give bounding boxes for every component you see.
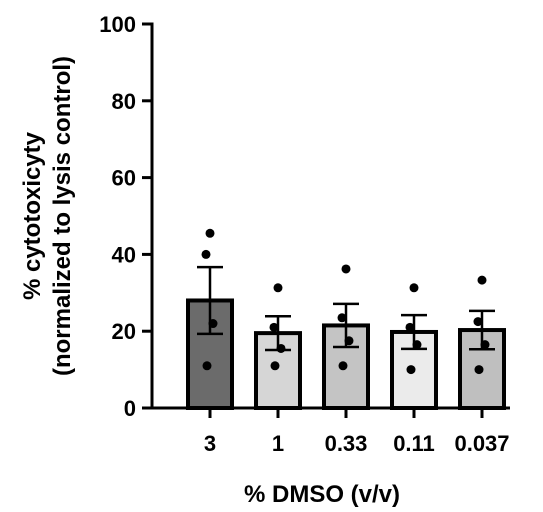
y-axis-title-line1: % cytotoxicyty — [19, 131, 46, 300]
data-point — [337, 313, 347, 323]
data-point — [477, 275, 487, 285]
data-point — [409, 283, 419, 293]
data-point — [270, 361, 280, 371]
data-point — [405, 322, 415, 332]
data-point — [341, 264, 351, 274]
x-axis-title: % DMSO (v/v) — [244, 481, 400, 508]
y-tick-label: 0 — [124, 396, 136, 421]
data-point — [205, 228, 215, 238]
data-point — [208, 319, 218, 329]
y-tick-label: 100 — [99, 12, 136, 37]
x-axis-ticks: 3 1 0.33 0.11 0.037 — [204, 408, 510, 456]
data-point — [269, 322, 279, 332]
y-tick-label: 60 — [112, 166, 136, 191]
y-tick-label: 80 — [112, 89, 136, 114]
x-tick-label: 0.33 — [325, 431, 368, 456]
data-point — [474, 365, 484, 375]
data-point — [201, 249, 211, 259]
data-point — [273, 283, 283, 293]
data-point — [344, 336, 354, 346]
x-tick-label: 0.037 — [454, 431, 509, 456]
data-point — [338, 361, 348, 371]
data-point — [412, 340, 422, 350]
data-point — [276, 343, 286, 353]
data-point — [202, 361, 212, 371]
data-point — [406, 365, 416, 375]
y-tick-label: 20 — [112, 319, 136, 344]
y-axis-ticks: 0 20 40 60 80 100 — [99, 12, 152, 421]
data-point — [473, 317, 483, 327]
y-tick-label: 40 — [112, 242, 136, 267]
error-bars-layer — [197, 265, 495, 352]
data-point — [480, 340, 490, 350]
x-tick-label: 3 — [204, 431, 216, 456]
y-axis-title-line2: (normalized to lysis control) — [49, 56, 76, 376]
data-points-layer — [201, 228, 490, 375]
x-tick-label: 1 — [272, 431, 284, 456]
x-tick-label: 0.11 — [393, 431, 435, 456]
